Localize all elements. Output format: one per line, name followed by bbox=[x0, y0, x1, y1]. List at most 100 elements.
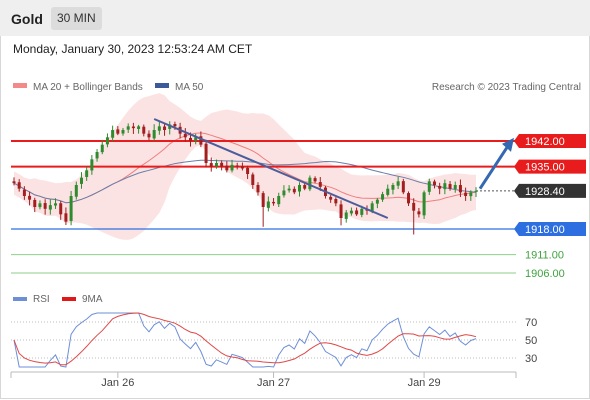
candle-body bbox=[194, 137, 198, 141]
level-label-1911.00: 1911.00 bbox=[525, 250, 564, 262]
candle-body bbox=[303, 185, 307, 189]
projection-arrow-head bbox=[502, 137, 514, 152]
level-label-1942.00: 1942.00 bbox=[525, 136, 565, 148]
candle-body bbox=[230, 164, 234, 171]
candle-body bbox=[375, 199, 379, 204]
rsi-tick-50: 50 bbox=[525, 335, 537, 347]
candle-body bbox=[432, 181, 436, 185]
candle-body bbox=[163, 126, 167, 130]
candle-body bbox=[209, 163, 213, 167]
x-tick-label-Jan-29: Jan 29 bbox=[408, 377, 441, 389]
candle-body bbox=[59, 203, 63, 215]
candle-body bbox=[272, 201, 276, 204]
x-axis-ticks: Jan 26 Jan 27 Jan 29 bbox=[101, 372, 441, 389]
candle-body bbox=[448, 184, 452, 189]
candle-body bbox=[412, 202, 416, 211]
ma50-legend-label: MA 50 bbox=[175, 82, 204, 93]
candle-body bbox=[360, 208, 364, 215]
candle-body bbox=[339, 204, 343, 218]
level-tag-1928.40: 1928.40 bbox=[514, 183, 586, 198]
asset-name: Gold bbox=[11, 11, 43, 27]
candle-body bbox=[474, 190, 478, 192]
candle-body bbox=[168, 124, 172, 129]
candle-body bbox=[266, 201, 270, 208]
candle-body bbox=[54, 203, 58, 206]
candle-body bbox=[344, 212, 348, 219]
rsi-legend-swatch bbox=[13, 297, 27, 301]
candle-body bbox=[100, 144, 104, 153]
trend-line bbox=[153, 118, 389, 219]
candle-body bbox=[147, 133, 151, 138]
ma20-legend-swatch bbox=[13, 83, 27, 88]
candle-body bbox=[85, 170, 89, 177]
candle-body bbox=[173, 124, 177, 127]
level-tag-bg bbox=[514, 134, 586, 148]
candle-body bbox=[401, 181, 405, 193]
candle-body bbox=[417, 211, 421, 215]
level-tag-1918.00: 1918.00 bbox=[514, 222, 586, 236]
timeframe-badge[interactable]: 30 MIN bbox=[51, 7, 102, 30]
x-tick-label-Jan-26: Jan 26 bbox=[101, 377, 134, 389]
candle-body bbox=[28, 195, 32, 200]
candle-body bbox=[131, 126, 135, 129]
candle-body bbox=[422, 192, 426, 216]
candle-body bbox=[427, 181, 431, 192]
candle-body bbox=[386, 188, 390, 195]
candle-body bbox=[287, 188, 291, 191]
rsi-panel: 70 50 30 bbox=[11, 312, 537, 368]
candle-body bbox=[453, 185, 457, 189]
candle-body bbox=[334, 198, 338, 204]
candle-body bbox=[261, 193, 265, 207]
candle-body bbox=[204, 143, 208, 163]
candle-body bbox=[105, 137, 109, 145]
candle-body bbox=[199, 136, 203, 145]
candle-body bbox=[308, 177, 312, 190]
candle-body bbox=[407, 193, 411, 204]
candle-body bbox=[69, 196, 73, 221]
candle-body bbox=[349, 210, 353, 214]
level-tag-1942.00: 1942.00 bbox=[514, 134, 586, 148]
candle-body bbox=[121, 130, 125, 134]
x-tick-label-Jan-27: Jan 27 bbox=[257, 377, 290, 389]
candle-body bbox=[458, 185, 462, 193]
candle-body bbox=[256, 184, 260, 193]
candle-body bbox=[157, 126, 161, 131]
projection-arrow-shaft bbox=[478, 142, 512, 190]
candle-body bbox=[240, 166, 244, 169]
candle-body bbox=[370, 203, 374, 212]
candle-body bbox=[318, 182, 322, 187]
level-tag-bg bbox=[514, 183, 586, 198]
candle-body bbox=[469, 192, 473, 197]
rsi-ma-legend-label: 9MA bbox=[82, 294, 103, 305]
candle-body bbox=[246, 167, 250, 174]
candle-body bbox=[443, 183, 447, 190]
level-tag-bg bbox=[514, 222, 586, 236]
candle-body bbox=[38, 203, 42, 208]
candle-body bbox=[225, 165, 229, 171]
candle-body bbox=[43, 203, 47, 209]
rsi-tick-30: 30 bbox=[525, 353, 537, 365]
level-tag-bg bbox=[514, 159, 586, 174]
candle-body bbox=[381, 194, 385, 200]
rsi-ma-legend-swatch bbox=[62, 297, 76, 301]
candle-body bbox=[64, 213, 68, 222]
candle-body bbox=[329, 196, 333, 200]
chart-datetime: Monday, January 30, 2023 12:53:24 AM CET bbox=[13, 42, 253, 56]
candle-body bbox=[116, 129, 120, 134]
candle-body bbox=[298, 185, 302, 192]
candle-body bbox=[235, 165, 239, 167]
candle-body bbox=[111, 130, 115, 138]
price-panel bbox=[11, 93, 516, 274]
candle-body bbox=[188, 137, 192, 141]
candle-body bbox=[355, 210, 359, 215]
rsi-legend-label: RSI bbox=[33, 294, 50, 305]
rsi-tick-70: 70 bbox=[525, 317, 537, 329]
candle-body bbox=[48, 205, 52, 210]
candle-body bbox=[464, 192, 468, 196]
rsi-ma-line bbox=[13, 312, 477, 366]
candle-body bbox=[438, 185, 442, 189]
candle-body bbox=[17, 182, 21, 189]
level-labels: 1942.00 1935.00 1928.40 1918.00 1911.00 1906.… bbox=[514, 134, 586, 280]
candle-body bbox=[391, 185, 395, 190]
